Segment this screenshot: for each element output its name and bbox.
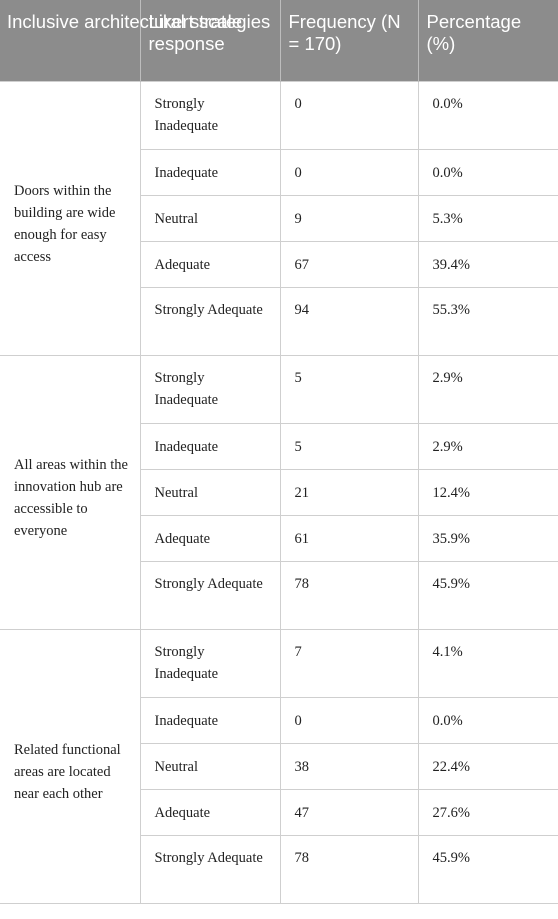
table-row: Adequate 61 35.9% (0, 514, 558, 562)
frequency-cell: 21 (279, 468, 419, 516)
header-frequency: Frequency (N = 170) (280, 0, 419, 81)
percentage-cell: 35.9% (417, 514, 558, 562)
frequency-cell: 5 (279, 354, 419, 424)
frequency-cell: 7 (279, 628, 419, 698)
response-cell: Strongly Adequate (140, 834, 281, 904)
table-row: Related functional areas are located nea… (0, 628, 558, 904)
frequency-cell: 38 (279, 742, 419, 790)
table-row: Strongly Adequate 78 45.9% (0, 560, 558, 630)
percentage-cell: 5.3% (417, 194, 558, 242)
response-cell: Inadequate (140, 422, 281, 470)
response-cell: Strongly Inadequate (139, 628, 281, 698)
frequency-cell: 0 (279, 696, 419, 744)
header-percentage: Percentage (%) (418, 0, 558, 81)
response-cell: Strongly Adequate (140, 286, 281, 356)
strategy-cell: All areas within the innovation hub are … (0, 354, 141, 630)
header-strategies: Inclusive architectural strategies (0, 0, 270, 81)
percentage-cell: 27.6% (417, 788, 558, 836)
table-row: Adequate 47 27.6% (0, 788, 558, 836)
response-cell: Neutral (140, 468, 281, 516)
percentage-cell: 4.1% (417, 628, 558, 698)
percentage-cell: 2.9% (417, 422, 558, 470)
table-body: Doors within the building are wide enoug… (0, 80, 558, 904)
frequency-cell: 47 (279, 788, 419, 836)
frequency-cell: 78 (279, 834, 419, 904)
table-row: Inadequate 5 2.9% (0, 422, 558, 470)
response-cell: Neutral (140, 742, 281, 790)
strategy-cell: Related functional areas are located nea… (0, 628, 141, 904)
response-cell: Adequate (140, 788, 281, 836)
frequency-cell: 67 (279, 240, 419, 288)
table-row: Doors within the building are wide enoug… (0, 80, 558, 356)
percentage-cell: 0.0% (417, 80, 558, 150)
header-row: Inclusive architectural strategies Liker… (0, 0, 558, 81)
percentage-cell: 55.3% (417, 286, 558, 356)
strategy-cell: Doors within the building are wide enoug… (0, 80, 141, 356)
table-row: Inadequate 0 0.0% (0, 148, 558, 196)
response-cell: Adequate (140, 240, 281, 288)
percentage-cell: 45.9% (417, 834, 558, 904)
frequency-cell: 9 (279, 194, 419, 242)
response-cell: Strongly Inadequate (139, 354, 281, 424)
frequency-cell: 61 (279, 514, 419, 562)
table-row: Neutral 9 5.3% (0, 194, 558, 242)
frequency-cell: 94 (279, 286, 419, 356)
table-row: Adequate 67 39.4% (0, 240, 558, 288)
percentage-cell: 45.9% (417, 560, 558, 630)
response-cell: Strongly Inadequate (139, 80, 281, 150)
percentage-cell: 0.0% (417, 148, 558, 196)
header-likert-response: Likert scale response (140, 0, 281, 81)
table-row: All areas within the innovation hub are … (0, 354, 558, 630)
table-row: Neutral 38 22.4% (0, 742, 558, 790)
response-cell: Adequate (140, 514, 281, 562)
response-cell: Inadequate (140, 148, 281, 196)
table-row: Inadequate 0 0.0% (0, 696, 558, 744)
percentage-cell: 2.9% (417, 354, 558, 424)
table-row: Strongly Adequate 78 45.9% (0, 834, 558, 904)
frequency-cell: 0 (279, 80, 419, 150)
percentage-cell: 0.0% (417, 696, 558, 744)
frequency-cell: 0 (279, 148, 419, 196)
response-cell: Neutral (140, 194, 281, 242)
frequency-cell: 5 (279, 422, 419, 470)
response-cell: Inadequate (140, 696, 281, 744)
response-cell: Strongly Adequate (140, 560, 281, 630)
table-header: Inclusive architectural strategies Liker… (0, 0, 558, 81)
percentage-cell: 22.4% (417, 742, 558, 790)
percentage-cell: 12.4% (417, 468, 558, 516)
table-row: Neutral 21 12.4% (0, 468, 558, 516)
frequency-cell: 78 (279, 560, 419, 630)
percentage-cell: 39.4% (417, 240, 558, 288)
table-row: Strongly Adequate 94 55.3% (0, 286, 558, 356)
